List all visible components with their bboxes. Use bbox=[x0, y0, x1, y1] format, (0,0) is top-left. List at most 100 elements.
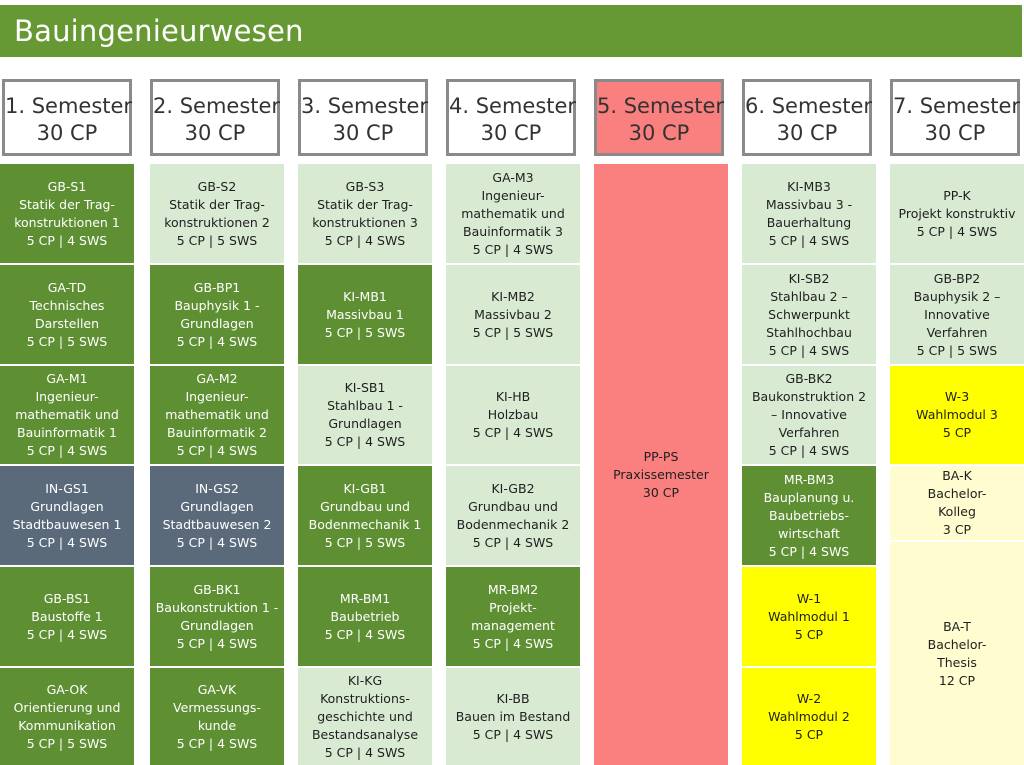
module-card: W-2 Wahlmodul 2 5 CP bbox=[742, 668, 876, 765]
page-title: Bauingenieurwesen bbox=[14, 14, 304, 48]
module-code: MR-BM1 bbox=[339, 590, 391, 606]
module-title-line: Bauplanung u. bbox=[763, 489, 855, 505]
module-title-line: Massivbau 1 bbox=[326, 306, 404, 322]
module-credits: 5 CP | 4 SWS bbox=[472, 241, 554, 257]
semester-name: 2. Semester bbox=[153, 94, 281, 118]
module-code: GA-OK bbox=[46, 681, 88, 697]
module-code: GB-BK2 bbox=[785, 371, 833, 386]
module-title-line: Ingenieur- bbox=[185, 389, 249, 404]
module-card: KI-SB2 Stahlbau 2 – Schwerpunkt Stahlhochba… bbox=[742, 265, 876, 366]
module-code: BA-K bbox=[942, 468, 972, 483]
module-card: GB-BK2 Baukonstruktion 2 – Innovative Verfa… bbox=[742, 366, 876, 466]
module-title-line: Technisches bbox=[29, 297, 105, 313]
module-code: W-2 bbox=[796, 690, 822, 706]
module-title-line: Verfahren bbox=[778, 425, 840, 440]
module-title-line: Kommunikation bbox=[18, 717, 116, 733]
module-card: MR-BM2 Projekt-management 5 CP | 4 SWS bbox=[446, 567, 580, 668]
semester-name: 7. Semester bbox=[893, 94, 1021, 118]
semester-column-1: GB-S1 Statik der Trag-konstruktionen 1 5 C… bbox=[0, 164, 134, 765]
module-card: GA-M1 Ingenieur-mathematik und Bauinformat… bbox=[0, 366, 134, 466]
module-card: GB-S1 Statik der Trag-konstruktionen 1 5 C… bbox=[0, 164, 134, 265]
module-code: GA-M2 bbox=[196, 371, 238, 386]
module-card: KI-GB2 Grundbau und Bodenmechanik 2 5 CP | … bbox=[446, 466, 580, 567]
module-title-line: mathematik und bbox=[461, 205, 565, 221]
module-credits: 5 CP | 4 SWS bbox=[324, 626, 406, 642]
module-credits: 3 CP bbox=[942, 522, 972, 537]
module-title-line: Kolleg bbox=[938, 504, 976, 519]
module-credits: 5 CP | 4 SWS bbox=[26, 443, 108, 458]
module-code: KI-HB bbox=[495, 389, 531, 404]
semester-header-7: 7. Semester 30 CP bbox=[890, 79, 1020, 156]
module-credits: 5 CP | 4 SWS bbox=[472, 534, 554, 550]
module-credits: 5 CP | 4 SWS bbox=[916, 223, 998, 239]
module-card: W-1 Wahlmodul 1 5 CP bbox=[742, 567, 876, 668]
semester-column-3: GB-S3 Statik der Trag-konstruktionen 3 5 C… bbox=[298, 164, 432, 765]
module-credits: 5 CP | 4 SWS bbox=[768, 543, 850, 559]
semester-cp: 30 CP bbox=[924, 121, 986, 145]
semester-header-2: 2. Semester 30 CP bbox=[150, 79, 280, 156]
module-title-line: Bauinformatik 2 bbox=[167, 425, 267, 440]
module-title-line: Bestandsanalyse bbox=[311, 726, 419, 742]
semester-cp: 30 CP bbox=[184, 121, 246, 145]
semester-header-3: 3. Semester 30 CP bbox=[298, 79, 428, 156]
module-credits: 12 CP bbox=[938, 672, 976, 688]
module-code: IN-GS1 bbox=[45, 480, 89, 496]
module-title-line: Wahlmodul 3 bbox=[916, 407, 998, 422]
module-code: KI-SB2 bbox=[788, 270, 830, 286]
module-title-line: Bachelor- bbox=[927, 636, 987, 652]
module-credits: 5 CP | 4 SWS bbox=[176, 534, 258, 550]
module-title-line: mathematik und bbox=[15, 407, 119, 422]
module-title-line: Ingenieur- bbox=[35, 389, 99, 404]
module-title-line: Verfahren bbox=[926, 324, 988, 340]
module-title-line: Grundlagen bbox=[180, 498, 254, 514]
module-title-line: management bbox=[471, 617, 555, 633]
module-title-line: Bodenmechanik 2 bbox=[456, 516, 570, 532]
module-credits: 5 CP | 4 SWS bbox=[324, 434, 406, 449]
module-credits: 5 CP | 4 SWS bbox=[176, 333, 258, 349]
module-card: MR-BM3 Bauplanung u. Baubetriebs-wirtschaf… bbox=[742, 466, 876, 567]
semester-column-4: GA-M3 Ingenieur-mathematik und Bauinformat… bbox=[446, 164, 580, 765]
module-title-line: kunde bbox=[197, 717, 237, 733]
module-code: GA-VK bbox=[197, 681, 237, 697]
module-code: W-3 bbox=[944, 389, 970, 404]
module-card: KI-MB1 Massivbau 1 5 CP | 5 SWS bbox=[298, 265, 432, 366]
module-credits: 5 CP | 4 SWS bbox=[472, 726, 554, 742]
module-card: GB-S3 Statik der Trag-konstruktionen 3 5 C… bbox=[298, 164, 432, 265]
module-card: GB-BS1 Baustoffe 1 5 CP | 4 SWS bbox=[0, 567, 134, 668]
module-title-line: Bachelor- bbox=[927, 486, 987, 501]
module-code: GA-M1 bbox=[46, 371, 88, 386]
module-card: GA-M3 Ingenieur-mathematik und Bauinformat… bbox=[446, 164, 580, 265]
module-title-line: geschichte und bbox=[317, 708, 413, 724]
module-title-line: Schwerpunkt bbox=[768, 306, 850, 322]
module-card: GB-BP1 Bauphysik 1 - Grundlagen 5 CP | 4 SW… bbox=[150, 265, 284, 366]
module-card: BA-K Bachelor- Kolleg 3 CP bbox=[890, 466, 1024, 542]
module-code: GB-BP2 bbox=[933, 270, 981, 286]
module-title-line: Darstellen bbox=[34, 315, 100, 331]
module-credits: 5 CP | 5 SWS bbox=[916, 342, 998, 358]
module-title-line: Baubetrieb bbox=[330, 608, 400, 624]
module-title-line: wirtschaft bbox=[778, 525, 840, 541]
semester-cp: 30 CP bbox=[628, 121, 690, 145]
module-code: KI-MB3 bbox=[787, 178, 831, 194]
module-card: KI-KG Konstruktions-geschichte und Bestand… bbox=[298, 668, 432, 765]
module-credits: 5 CP | 5 SWS bbox=[472, 324, 554, 340]
module-code: MR-BM3 bbox=[783, 471, 835, 487]
semester-column-5: PP-PS Praxissemester 30 CP bbox=[594, 164, 728, 765]
semester-header-1: 1. Semester 30 CP bbox=[2, 79, 132, 156]
semester-column-2: GB-S2 Statik der Trag-konstruktionen 2 5 C… bbox=[150, 164, 284, 765]
module-card: IN-GS1 Grundlagen Stadtbauwesen 1 5 CP | 4 … bbox=[0, 466, 134, 567]
semester-header-6: 6. Semester 30 CP bbox=[742, 79, 872, 156]
module-title-line: Ingenieur- bbox=[481, 187, 545, 203]
module-card: PP-PS Praxissemester 30 CP bbox=[594, 164, 728, 765]
module-card: GA-VK Vermessungs-kunde 5 CP | 4 SWS bbox=[150, 668, 284, 765]
module-title-line: Grundlagen bbox=[180, 617, 254, 633]
module-code: KI-MB1 bbox=[343, 288, 387, 304]
module-title-line: Bauerhaltung bbox=[766, 214, 852, 230]
semester-column-7: PP-K Projekt konstruktiv 5 CP | 4 SWS GB-B… bbox=[890, 164, 1024, 765]
module-title-line: mathematik und bbox=[165, 407, 269, 422]
module-title-line: Grundlagen bbox=[180, 315, 254, 331]
module-title-line: Stahlbau 1 - bbox=[327, 398, 403, 413]
semester-name: 3. Semester bbox=[301, 94, 429, 118]
module-credits: 5 CP | 4 SWS bbox=[324, 744, 406, 760]
module-title-line: Stadtbauwesen 1 bbox=[12, 516, 122, 532]
